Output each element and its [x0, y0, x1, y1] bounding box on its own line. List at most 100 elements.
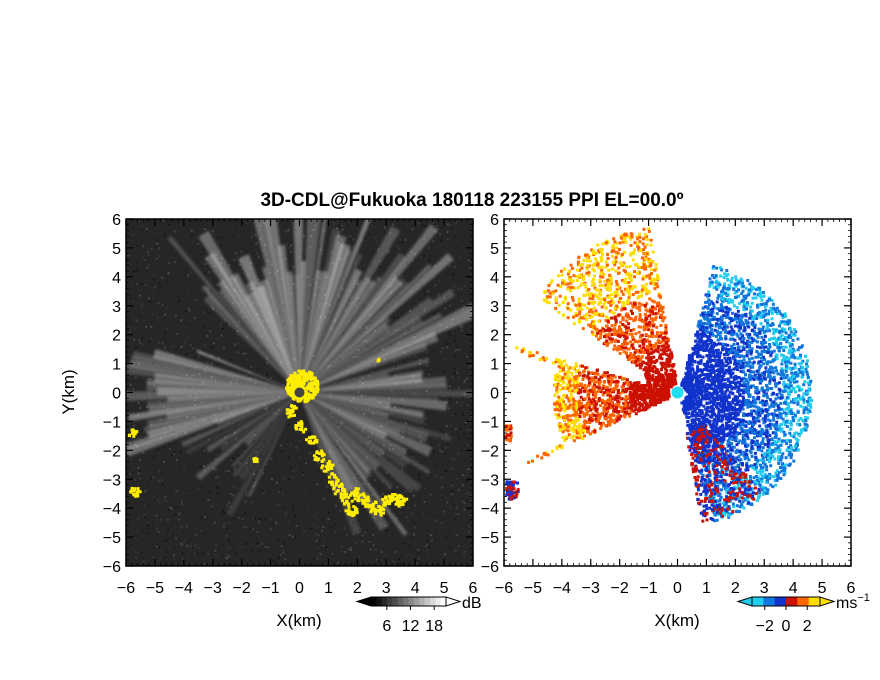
velocity-pixel: [588, 296, 592, 300]
noise-pixel: [258, 521, 261, 524]
noise-pixel: [164, 313, 167, 316]
velocity-pixel: [629, 406, 632, 410]
echo-pixel: [315, 451, 319, 455]
echo-pixel: [312, 391, 316, 395]
velocity-pixel: [618, 391, 622, 395]
velocity-pixel: [604, 341, 607, 345]
noise-pixel: [160, 398, 163, 401]
velocity-pixel: [613, 263, 617, 267]
velocity-pixel: [618, 334, 622, 338]
velocity-pixel: [608, 423, 612, 427]
velocity-pixel: [627, 387, 631, 391]
noise-pixel: [161, 267, 164, 270]
noise-pixel: [172, 263, 175, 266]
velocity-pixel: [631, 251, 635, 255]
noise-pixel: [469, 513, 472, 516]
noise-pixel: [258, 550, 261, 553]
echo-pixel: [330, 467, 334, 470]
noise-pixel: [135, 330, 137, 333]
echo-pixel: [340, 484, 344, 488]
noise-pixel: [233, 343, 236, 346]
velocity-pixel: [664, 328, 668, 332]
noise-pixel: [341, 288, 344, 291]
noise-pixel: [432, 221, 435, 224]
velocity-pixel: [637, 387, 641, 391]
noise-pixel: [197, 487, 200, 490]
noise-pixel: [156, 293, 159, 296]
noise-pixel: [282, 549, 285, 552]
noise-pixel: [188, 310, 191, 313]
velocity-pixel: [652, 370, 656, 374]
velocity-pixel: [547, 284, 551, 288]
noise-pixel: [460, 422, 463, 425]
noise-pixel: [175, 458, 178, 461]
noise-pixel: [263, 408, 266, 411]
echo-pixel: [360, 498, 364, 502]
noise-pixel: [399, 404, 402, 407]
noise-pixel: [256, 368, 259, 371]
echo-pixel: [350, 499, 354, 503]
noise-pixel: [170, 346, 173, 349]
echo-pixel: [295, 376, 299, 380]
velocity-pixel: [578, 268, 582, 272]
velocity-pixel: [661, 374, 665, 378]
velocity-pixel: [639, 335, 642, 339]
velocity-pixel: [563, 267, 566, 271]
velocity-pixel: [615, 241, 619, 245]
velocity-pixel: [649, 343, 653, 347]
noise-pixel: [216, 492, 219, 495]
noise-pixel: [321, 469, 324, 472]
echo-pixel: [320, 466, 324, 470]
noise-pixel: [136, 269, 139, 272]
velocity-pixel: [625, 327, 629, 331]
noise-pixel: [181, 474, 184, 477]
velocity-pixel: [644, 366, 648, 370]
velocity-pixel: [661, 338, 665, 342]
echo-pixel: [299, 373, 303, 377]
noise-pixel: [281, 435, 284, 438]
x-tick-label: 2: [353, 580, 362, 597]
velocity-pixel: [663, 396, 667, 400]
noise-pixel: [325, 226, 328, 229]
y-tick-label: −6: [103, 559, 121, 576]
velocity-pixel: [564, 282, 568, 286]
noise-pixel: [315, 526, 318, 529]
noise-pixel: [460, 387, 463, 390]
noise-pixel: [238, 516, 241, 519]
velocity-pixel: [648, 381, 652, 385]
velocity-pixel: [572, 397, 575, 401]
velocity-pixel: [645, 351, 649, 355]
noise-pixel: [287, 520, 290, 523]
velocity-pixel: [652, 300, 656, 304]
velocity-pixel: [658, 400, 662, 404]
noise-pixel: [368, 540, 371, 543]
echo-pixel: [309, 371, 313, 375]
velocity-pixel: [649, 323, 653, 326]
noise-pixel: [293, 536, 296, 539]
velocity-pixel: [608, 288, 612, 292]
noise-pixel: [456, 348, 459, 351]
noise-pixel: [141, 252, 143, 255]
echo-pixel: [293, 372, 297, 376]
velocity-pixel: [644, 348, 648, 352]
noise-pixel: [336, 227, 338, 230]
echo-pixel: [287, 386, 291, 390]
noise-pixel: [459, 427, 462, 430]
echo-pixel: [299, 369, 303, 373]
noise-pixel: [402, 491, 405, 494]
noise-pixel: [349, 546, 352, 549]
noise-pixel: [410, 500, 413, 503]
noise-pixel: [421, 224, 424, 227]
noise-pixel: [179, 527, 182, 530]
echo-pixel: [296, 397, 300, 401]
velocity-pixel: [665, 349, 669, 353]
noise-pixel: [133, 270, 136, 273]
noise-pixel: [233, 468, 236, 471]
noise-pixel: [183, 539, 186, 542]
noise-pixel: [426, 474, 429, 477]
velocity-pixel: [588, 421, 592, 424]
velocity-pixel: [614, 250, 618, 254]
velocity-pixel: [576, 425, 580, 428]
noise-pixel: [194, 298, 197, 301]
noise-pixel: [150, 248, 153, 251]
